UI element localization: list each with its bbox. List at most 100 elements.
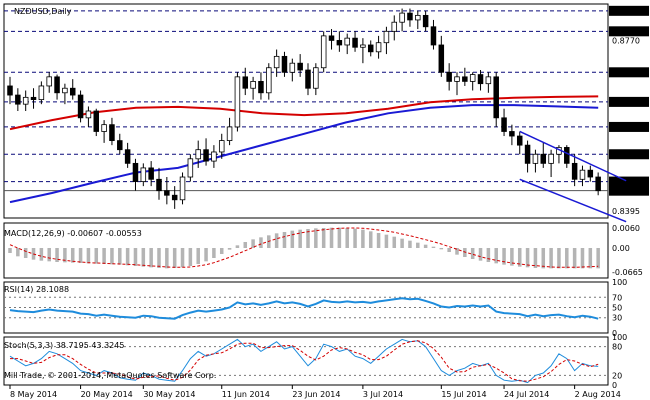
macd-histogram-bar	[274, 233, 279, 248]
candle-body	[399, 12, 405, 23]
macd-histogram-bar	[235, 245, 240, 248]
candle-body	[124, 149, 131, 164]
macd-histogram-bar	[141, 248, 146, 267]
macd-histogram-bar	[337, 227, 342, 248]
x-axis-label: 11 Jun 2014	[222, 390, 270, 399]
macd-histogram-bar	[376, 233, 381, 248]
candle-body	[462, 76, 468, 82]
candle-body	[101, 124, 107, 132]
x-axis-label: 15 Jul 2014	[441, 390, 486, 399]
stoch-panel	[4, 338, 608, 384]
macd-histogram-bar	[384, 234, 389, 248]
price-level-tag	[609, 67, 649, 78]
candle-body	[54, 76, 60, 94]
candle-body	[109, 124, 115, 141]
axis-tick-label: -0.0665	[612, 268, 643, 277]
axis-tick-label: 50	[612, 304, 622, 313]
macd-histogram-bar	[78, 248, 83, 263]
candle-body	[407, 12, 413, 21]
macd-histogram-bar	[455, 248, 459, 255]
candle-body	[501, 117, 507, 132]
macd-signal-line	[9, 227, 599, 268]
candle-body	[203, 149, 209, 162]
macd-histogram-bar	[188, 248, 193, 266]
candle-body	[93, 110, 100, 132]
macd-histogram-bar	[196, 248, 200, 264]
stoch-main-line	[9, 338, 599, 384]
macd-histogram-bar	[361, 229, 365, 248]
candle-body	[375, 42, 382, 53]
macd-histogram-bar	[118, 248, 122, 265]
price-level-tag	[609, 5, 649, 16]
macd-histogram-bar	[125, 248, 130, 266]
candle-body	[7, 85, 13, 96]
candle-body	[281, 55, 288, 73]
candle-body	[509, 131, 515, 137]
macd-histogram-bar	[243, 242, 248, 248]
candle-body	[579, 169, 586, 180]
price-level-label: 0.8700	[612, 68, 640, 77]
candle-body	[171, 194, 178, 201]
price-level-tag	[609, 149, 649, 160]
x-axis-label: 24 Jul 2014	[504, 390, 549, 399]
candle-body	[422, 14, 429, 28]
axis-tick-label: 0	[612, 381, 617, 390]
candle-body	[383, 30, 390, 44]
candle-body	[164, 190, 170, 196]
macd-histogram-bar	[16, 248, 20, 257]
candle-body	[313, 67, 319, 89]
trend-channel-line	[519, 178, 627, 223]
macd-histogram-bar	[541, 248, 546, 269]
macd-histogram-bar	[110, 248, 114, 265]
candle-body	[352, 37, 358, 48]
axis-tick-label: 80	[612, 343, 622, 352]
macd-histogram-bar	[251, 239, 255, 248]
macd-histogram-bar	[502, 248, 506, 265]
macd-histogram-bar	[165, 248, 169, 269]
macd-histogram-bar	[212, 248, 216, 258]
macd-histogram-bar	[102, 248, 106, 264]
candle-body	[564, 147, 570, 164]
macd-histogram-bar	[494, 248, 498, 264]
macd-histogram-bar	[39, 248, 44, 261]
candle-body	[211, 151, 217, 162]
candle-body	[132, 162, 139, 182]
candle-body	[179, 176, 186, 201]
x-axis: 8 May 2014 20 May 2014 30 May 2014 11 Jun 2…	[9, 385, 621, 399]
macd-histogram-bar	[8, 248, 12, 253]
candle-body	[38, 85, 45, 101]
macd-histogram-bar	[596, 248, 600, 269]
candle-body	[148, 167, 154, 180]
macd-histogram-bar	[329, 227, 334, 248]
candle-body	[336, 40, 343, 46]
candle-body	[469, 74, 476, 82]
macd-histogram-bar	[572, 248, 577, 269]
axis-tick-label: 0.8770	[612, 36, 640, 45]
axis-tick-label: 0	[612, 329, 617, 338]
macd-histogram-bar	[470, 248, 475, 259]
macd-histogram-bar	[580, 248, 585, 269]
candle-body	[532, 153, 539, 164]
macd-histogram-bar	[314, 228, 318, 248]
price-level-tag	[609, 121, 649, 132]
macd-histogram-bar	[525, 248, 530, 268]
macd-histogram-bar	[392, 236, 397, 248]
macd-histogram-bar	[204, 248, 208, 262]
candle-body	[22, 96, 29, 105]
macd-histogram-bar	[63, 248, 67, 263]
candle-body	[415, 14, 421, 21]
macd-histogram-bar	[478, 248, 483, 261]
candle-body	[46, 76, 52, 87]
macd-histogram-bar	[306, 229, 310, 248]
candle-body	[289, 62, 296, 73]
macd-histogram-bar	[55, 248, 59, 262]
candle-body	[328, 35, 335, 41]
candle-body	[15, 94, 21, 105]
macd-histogram-bar	[431, 246, 436, 248]
moving-average-line	[9, 95, 599, 131]
macd-histogram-bar	[133, 248, 138, 266]
macd-histogram-bar	[533, 248, 538, 268]
macd-histogram-bar	[423, 244, 428, 248]
candle-body	[140, 167, 147, 182]
moving-averages	[9, 95, 599, 204]
